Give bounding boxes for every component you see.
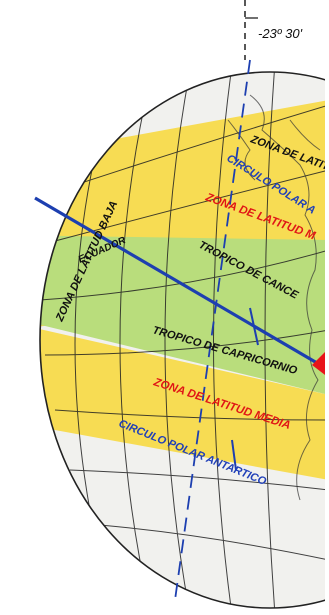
dashed-axis-lower [174, 59, 251, 601]
landmass-shape [249, 94, 319, 501]
meridian-line [119, 79, 151, 608]
globe-outline [39, 71, 329, 609]
parallel-line [54, 409, 329, 421]
meridian-line [264, 72, 276, 608]
parallel-line [99, 524, 329, 561]
parallel-line [40, 249, 329, 301]
landmass-shape [227, 119, 256, 181]
tick-mark [249, 307, 259, 346]
meridian-line [164, 72, 191, 608]
parallel-line [44, 329, 329, 356]
landmass-shape [289, 119, 321, 151]
graticule [40, 72, 329, 608]
parallel-line [40, 169, 329, 246]
right-edge-mask [325, 0, 329, 615]
parallel-line [69, 469, 329, 491]
red-marker [312, 348, 329, 378]
landmass-outline [227, 94, 321, 501]
angle-label: -23º 30' [258, 26, 303, 41]
meridian-line [213, 72, 233, 608]
band-low [40, 235, 329, 395]
sun-ray-line [34, 196, 329, 372]
band-mid-south [40, 320, 329, 480]
tick-mark [231, 439, 237, 471]
